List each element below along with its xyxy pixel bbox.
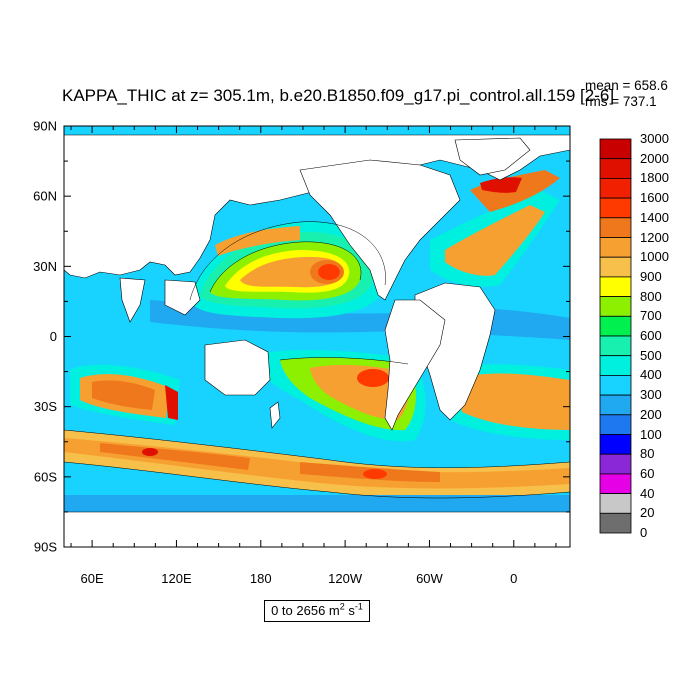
colorbar-label: 1200 [640,229,669,245]
satl-gyre-1200 [460,373,570,430]
colorbar-swatch [599,296,632,317]
india-land [119,277,146,323]
range-sup1: 2 [339,601,345,612]
colorbar-label: 1600 [640,190,669,206]
colorbar-label: 100 [640,426,662,442]
colorbar-label: 600 [640,328,662,343]
lon-label: 120W [328,571,363,586]
antarctica-land [64,511,570,547]
rms-stat: rms = 737.1 [585,94,657,109]
colorbar-label: 2000 [640,150,669,166]
lon-label: 180 [250,571,272,586]
colorbar-swatch [599,374,632,396]
land-masses [64,134,570,547]
colorbar-label: 300 [640,387,662,403]
lon-label: 0 [510,571,517,586]
range-mid: s [344,603,355,618]
colorbar-swatch [599,276,632,297]
contour-line [64,461,570,499]
colorbar-swatch [599,355,632,376]
colorbar-label: 200 [640,406,662,422]
colorbar-label: 60 [640,465,655,481]
eurasia-north-america-land [64,134,570,279]
colorbar-swatch [599,237,632,258]
colorbar-swatch [599,197,632,219]
new-zealand-land [269,401,281,429]
colorbar-label: 1000 [640,249,669,265]
lat-label: 60S [34,469,57,484]
kuroshio-band [215,226,300,256]
latitude-labels: 90N 60N 30N 0 30S 60S 90S [33,119,57,555]
lat-label: 90N [33,119,57,134]
lat-label: 90S [34,540,57,555]
colorbar-swatch [599,414,632,435]
contour-line [279,357,409,365]
contour-line [64,429,570,468]
map-title: KAPPA_THIC at z= 305.1m, b.e20.B1850.f09… [62,86,615,105]
greenland-land [454,137,531,176]
colorbar-swatch [599,493,632,514]
field-layer [64,126,570,547]
colorbar-swatch [599,315,632,337]
southern-core-1800 [142,448,158,456]
colorbar-swatch [599,335,632,357]
colorbar-swatch [599,158,632,179]
antarctic-margin [64,495,570,512]
colorbar-label: 900 [640,268,662,284]
colorbar-label: 500 [640,347,662,363]
southern-core-1600 [363,469,387,479]
colorbar-label: 700 [640,308,662,324]
natl-1200 [445,205,545,276]
npac-core-1600 [318,264,340,280]
range-box: 0 to 2656 m2 s-1 [264,600,370,622]
colorbar-label: 800 [640,288,662,304]
southern-band-1200 [64,438,570,489]
colorbar-label: 20 [640,505,655,521]
mean-stat: mean = 658.6 [585,78,668,93]
range-prefix: 0 to 2656 m [271,603,340,618]
lat-label: 30S [34,399,57,414]
colorbar-label: 1400 [640,209,669,225]
colorbar-swatch [599,138,632,160]
lat-label: 0 [50,329,57,344]
southern-band-1400a [100,443,250,470]
australia-land [204,339,271,396]
colorbar-swatch [599,217,632,238]
contour-line [189,221,386,301]
north-america-land [299,159,461,301]
lat-label: 30N [33,259,57,274]
lon-label: 60E [81,571,104,586]
colorbar-swatch [599,473,632,494]
spac-core-1600 [357,369,389,387]
se-asia-land [164,279,201,316]
colorbar-swatch [599,453,632,475]
longitude-labels: 60E 120E 180 120W 60W 0 [81,571,518,586]
lon-label: 120E [161,571,192,586]
colorbar-label: 400 [640,367,662,383]
colorbar-label: 80 [640,446,655,462]
colorbar-swatch [599,256,632,278]
colorbar-swatch [599,434,632,455]
colorbar-swatch [599,512,632,534]
indian-gyre-1400 [92,380,155,410]
lon-label: 60W [416,571,443,586]
labrador-core [480,177,522,193]
agulhas-core [165,385,178,420]
contour-lines [64,221,570,499]
colorbar [599,138,632,534]
colorbar-label: 0 [640,525,648,540]
colorbar-label: 1800 [640,170,669,186]
south-america-land [384,299,446,431]
colorbar-label: 3000 [640,131,669,146]
range-sup2: -1 [354,601,363,612]
lat-label: 60N [33,189,57,204]
colorbar-swatch [599,394,632,416]
axis-ticks [64,125,570,548]
colorbar-swatch [599,177,632,199]
colorbar-label: 40 [640,485,655,501]
